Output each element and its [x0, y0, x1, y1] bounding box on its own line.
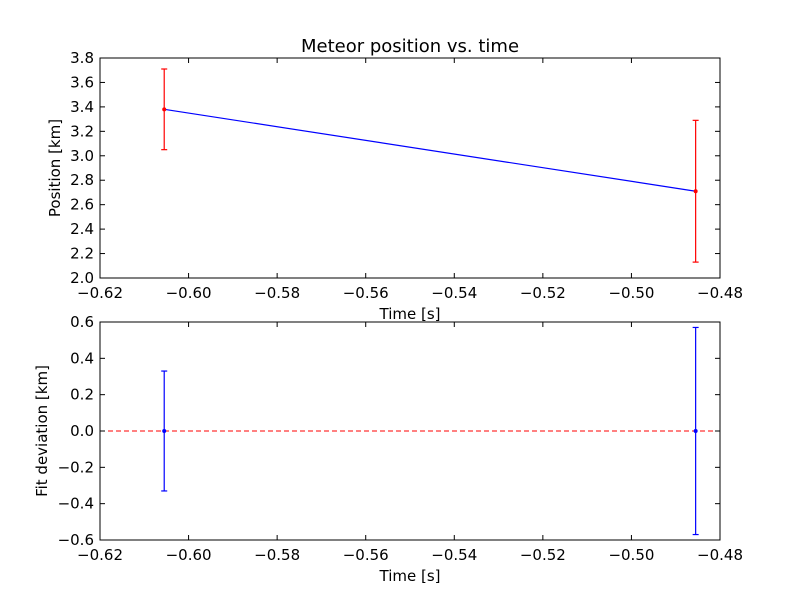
x-tick-label: −0.62: [77, 284, 123, 302]
x-tick-label: −0.52: [520, 546, 566, 564]
position-plot-marks: [161, 68, 699, 263]
x-tick-label: −0.50: [608, 546, 654, 564]
y-tick-label: 2.6: [70, 196, 94, 214]
y-tick-label: 0.0: [70, 422, 94, 440]
x-axis-label: Time [s]: [379, 567, 441, 585]
x-tick-label: −0.60: [166, 284, 212, 302]
y-tick-label: 3.6: [70, 73, 94, 91]
deviation-plot: −0.62 −0.60 −0.58 −0.56 −0.54 −0.52 −0.50 −0.48…: [33, 313, 743, 585]
x-tick-label: −0.60: [166, 546, 212, 564]
y-tick-label: 0.6: [70, 313, 94, 331]
data-point: [162, 429, 167, 433]
chart-title: Meteor position vs. time: [301, 36, 519, 57]
y-tick-label: 2.2: [70, 245, 94, 263]
y-tick-label: 3.2: [70, 122, 94, 140]
y-axis-label: Position [km]: [46, 119, 64, 217]
y-tick-label: 3.0: [70, 147, 94, 165]
x-tick-label: −0.54: [431, 284, 477, 302]
y-tick-label: 2.4: [70, 220, 94, 238]
fit-line: [164, 108, 696, 192]
x-tick-label: −0.50: [608, 284, 654, 302]
y-tick-label: 0.4: [70, 349, 94, 367]
y-tick-label: 3.4: [70, 98, 94, 116]
x-tick-label: −0.52: [520, 284, 566, 302]
position-plot-frame: [99, 57, 721, 279]
x-axis-label: Time [s]: [379, 305, 441, 323]
y-tick-label: 2.8: [70, 171, 94, 189]
data-point: [162, 107, 167, 112]
y-tick-label: −0.6: [58, 531, 94, 549]
y-tick-label: 2.0: [70, 269, 94, 287]
y-tick-label: −0.4: [58, 495, 94, 513]
x-tick-label: −0.56: [343, 284, 389, 302]
data-point: [693, 189, 698, 194]
deviation-plot-marks: [100, 326, 720, 536]
x-tick-label: −0.48: [697, 284, 743, 302]
y-tick-label: 3.8: [70, 49, 94, 67]
y-tick-label: −0.2: [58, 458, 94, 476]
position-plot: Meteor position vs. time −0.62 −0.60 −0.58…: [46, 36, 743, 323]
position-plot-ticks: −0.62 −0.60 −0.58 −0.56 −0.54 −0.52 −0.50 −0.48…: [70, 49, 743, 302]
x-tick-label: −0.54: [431, 546, 477, 564]
data-point: [693, 429, 698, 433]
y-axis-label: Fit deviation [km]: [33, 365, 51, 497]
x-tick-label: −0.58: [254, 284, 300, 302]
x-tick-label: −0.58: [254, 546, 300, 564]
x-tick-label: −0.56: [343, 546, 389, 564]
y-tick-label: 0.2: [70, 386, 94, 404]
deviation-plot-ticks: −0.62 −0.60 −0.58 −0.56 −0.54 −0.52 −0.50 −0.48…: [58, 313, 743, 564]
x-tick-label: −0.62: [77, 546, 123, 564]
x-tick-label: −0.48: [697, 546, 743, 564]
